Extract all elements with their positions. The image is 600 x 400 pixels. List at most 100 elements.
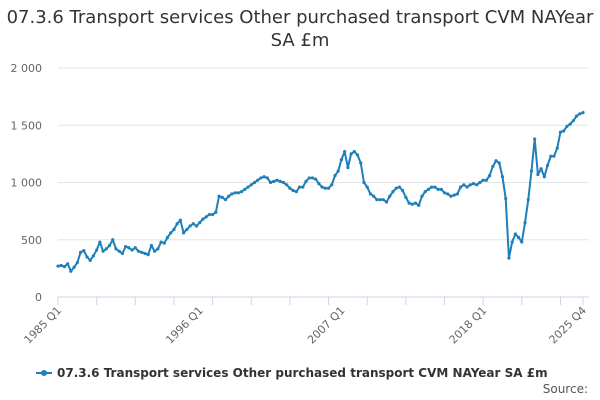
data-point bbox=[442, 191, 447, 195]
y-tick-label: 2 000 bbox=[11, 62, 43, 75]
data-point bbox=[230, 192, 234, 196]
data-point bbox=[459, 185, 463, 189]
data-point bbox=[571, 119, 575, 123]
x-tick-labels: 1985 Q1 1996 Q1 2007 Q1 2018 Q1 2025 Q4 bbox=[22, 304, 590, 347]
legend[interactable]: 07.3.6 Transport services Other purchase… bbox=[36, 366, 548, 380]
data-point bbox=[130, 248, 134, 252]
data-point bbox=[82, 249, 86, 253]
data-point bbox=[317, 182, 321, 186]
data-point bbox=[268, 180, 273, 185]
data-point bbox=[259, 176, 263, 180]
data-point bbox=[140, 250, 144, 254]
data-point bbox=[314, 177, 318, 181]
data-point bbox=[346, 166, 350, 170]
data-point bbox=[478, 180, 482, 185]
x-tick-label: 1985 Q1 bbox=[22, 304, 65, 347]
y-tick-label: 1 000 bbox=[11, 177, 43, 190]
data-point bbox=[529, 169, 534, 173]
data-point bbox=[66, 262, 70, 266]
y-tick-label: 500 bbox=[21, 234, 42, 247]
data-point bbox=[217, 194, 221, 198]
data-point bbox=[281, 180, 286, 185]
data-point bbox=[294, 190, 298, 194]
data-point bbox=[562, 129, 566, 133]
data-point bbox=[558, 130, 563, 134]
data-point bbox=[185, 227, 189, 232]
data-point bbox=[236, 191, 240, 195]
data-point bbox=[497, 161, 501, 165]
data-point bbox=[159, 240, 163, 244]
data-point bbox=[516, 235, 521, 240]
data-point bbox=[101, 249, 105, 253]
data-point bbox=[201, 217, 205, 221]
x-tick-label: 2025 Q4 bbox=[547, 304, 590, 347]
data-point bbox=[401, 188, 405, 193]
data-point bbox=[513, 232, 517, 236]
data-point bbox=[214, 210, 218, 214]
legend-label: 07.3.6 Transport services Other purchase… bbox=[57, 366, 548, 380]
data-point bbox=[198, 220, 202, 225]
data-point bbox=[143, 251, 147, 256]
data-point bbox=[211, 212, 215, 217]
data-point bbox=[362, 180, 366, 185]
data-point bbox=[304, 179, 308, 183]
data-point bbox=[246, 185, 250, 189]
data-point bbox=[336, 169, 340, 173]
data-point bbox=[204, 215, 208, 219]
data-point bbox=[446, 192, 450, 196]
data-point bbox=[484, 178, 488, 182]
data-point bbox=[439, 187, 443, 191]
data-point bbox=[220, 195, 224, 199]
data-point bbox=[227, 194, 231, 198]
data-point bbox=[169, 231, 173, 235]
y-gridlines bbox=[58, 67, 589, 241]
data-point bbox=[98, 240, 102, 244]
data-point bbox=[162, 241, 166, 245]
data-point bbox=[475, 183, 479, 187]
data-point bbox=[375, 198, 379, 202]
data-point bbox=[507, 256, 511, 260]
data-point bbox=[301, 185, 305, 189]
data-point bbox=[533, 137, 537, 141]
data-point bbox=[565, 124, 569, 128]
data-point bbox=[133, 246, 137, 250]
source-label[interactable]: Source: bbox=[542, 382, 588, 396]
data-point bbox=[504, 196, 508, 201]
data-point bbox=[430, 185, 434, 189]
data-point bbox=[69, 269, 73, 273]
data-point bbox=[536, 172, 540, 177]
data-point bbox=[104, 247, 108, 251]
data-point bbox=[114, 247, 118, 251]
data-point bbox=[333, 174, 337, 178]
data-point bbox=[107, 243, 112, 248]
data-point bbox=[85, 255, 89, 259]
data-point bbox=[384, 200, 389, 204]
data-point bbox=[487, 174, 492, 178]
x-tick-marks bbox=[57, 297, 584, 305]
data-point bbox=[191, 222, 195, 226]
data-point bbox=[542, 175, 546, 179]
data-point bbox=[194, 224, 199, 228]
data-point bbox=[117, 249, 121, 253]
data-point bbox=[288, 186, 292, 190]
data-point bbox=[523, 220, 527, 225]
data-point bbox=[568, 122, 572, 126]
data-point bbox=[310, 176, 315, 180]
data-point bbox=[462, 183, 466, 187]
data-point bbox=[491, 164, 495, 169]
data-point bbox=[555, 146, 559, 150]
data-point bbox=[433, 185, 437, 189]
data-point bbox=[349, 152, 353, 156]
data-point bbox=[404, 195, 408, 199]
data-point bbox=[326, 186, 331, 190]
data-point bbox=[449, 194, 453, 198]
data-point bbox=[175, 222, 179, 226]
data-point bbox=[539, 167, 543, 171]
data-point bbox=[368, 192, 373, 196]
data-point bbox=[62, 265, 67, 269]
data-point bbox=[275, 178, 279, 182]
data-point bbox=[233, 191, 237, 195]
data-point bbox=[355, 153, 360, 157]
data-point bbox=[494, 159, 498, 163]
